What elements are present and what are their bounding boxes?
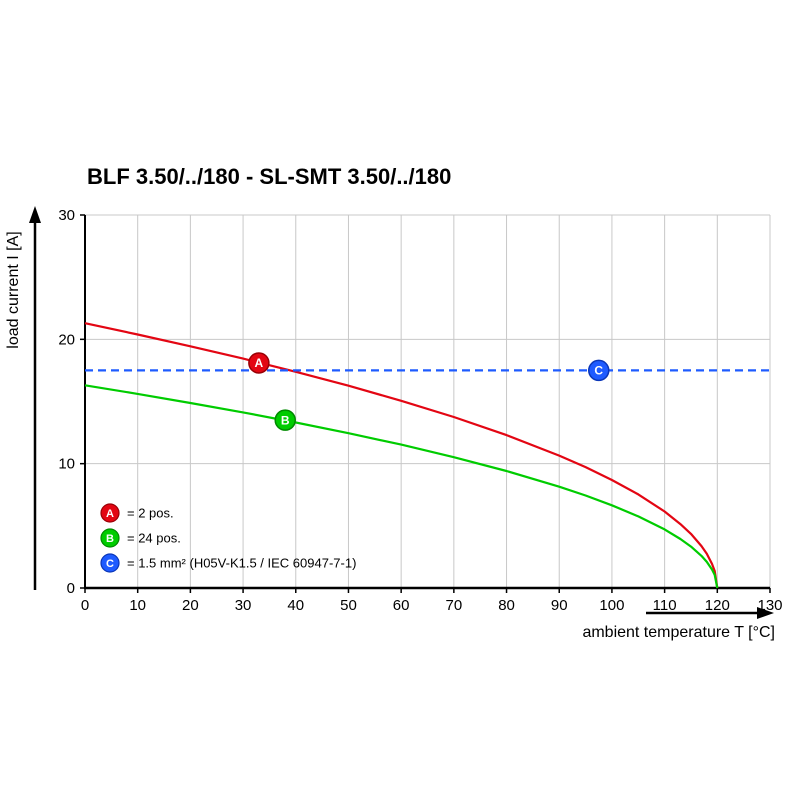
- x-tick-label: 70: [446, 597, 463, 614]
- legend-letter-B: B: [106, 533, 114, 545]
- marker-letter-C: C: [594, 364, 603, 378]
- y-tick-label: 30: [58, 207, 75, 224]
- x-tick-label: 60: [393, 597, 410, 614]
- x-tick-label: 30: [235, 597, 252, 614]
- axes: [29, 206, 774, 619]
- x-axis-arrow-head: [757, 607, 774, 619]
- marker-C: [588, 359, 610, 382]
- legend-item-C: C = 1.5 mm² (H05V-K1.5 / IEC 60947-7-1): [100, 553, 356, 573]
- x-tick-label: 40: [287, 597, 304, 614]
- legend-label-C: = 1.5 mm² (H05V-K1.5 / IEC 60947-7-1): [127, 556, 356, 571]
- x-tick-label: 80: [498, 597, 515, 614]
- x-tick-label: 90: [551, 597, 568, 614]
- x-tick-label: 110: [653, 597, 677, 614]
- legend: A = 2 pos. B = 24 pos. C = 1.5 mm² (H05V-K1.5…: [100, 503, 356, 573]
- marker-B: [274, 409, 296, 431]
- marker-letter-B: B: [281, 413, 290, 427]
- y-axis-arrow-head: [29, 206, 41, 223]
- y-tick-label: 20: [58, 331, 75, 348]
- x-tick-label: 20: [182, 597, 199, 614]
- x-tick-label: 120: [705, 597, 730, 614]
- curve-B: [84, 384, 719, 589]
- x-axis-label: ambient temperature T [°C]: [582, 624, 775, 641]
- legend-item-A: A = 2 pos.: [100, 503, 174, 523]
- x-tick-label: 0: [81, 597, 89, 614]
- legend-marker-A: [100, 503, 120, 523]
- x-tick-label: 100: [599, 597, 624, 614]
- legend-label-B: = 24 pos.: [127, 531, 181, 546]
- y-tick-label: 0: [67, 580, 75, 597]
- curve-markers: A B C: [248, 352, 610, 431]
- series-curves: [84, 322, 770, 589]
- legend-letter-C: C: [106, 558, 114, 570]
- x-tick-label: 50: [340, 597, 357, 614]
- legend-marker-B: [100, 528, 120, 548]
- chart-title: BLF 3.50/../180 - SL-SMT 3.50/../180: [87, 164, 451, 189]
- tick-labels: 0 10 20 30 40 50 60 70 80 90 100 110 120 130 0 10 20 30: [58, 207, 782, 614]
- y-axis-label: load current I [A]: [5, 231, 22, 348]
- legend-label-A: = 2 pos.: [127, 506, 174, 521]
- marker-A: [248, 352, 270, 374]
- legend-marker-C: [100, 553, 120, 573]
- legend-letter-A: A: [106, 508, 114, 520]
- y-tick-label: 10: [58, 456, 75, 473]
- x-tick-label: 130: [757, 597, 782, 614]
- legend-item-B: B = 24 pos.: [100, 528, 181, 548]
- x-tick-label: 10: [129, 597, 146, 614]
- marker-letter-A: A: [255, 356, 264, 370]
